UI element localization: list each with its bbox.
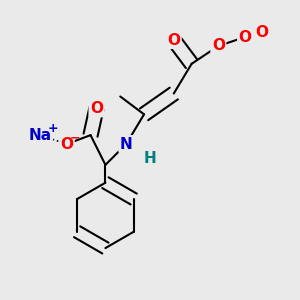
Text: +: + — [47, 122, 58, 135]
Text: O: O — [238, 30, 252, 45]
Text: O: O — [167, 32, 180, 47]
Text: O: O — [255, 25, 268, 40]
Text: Na: Na — [28, 128, 52, 142]
Text: N: N — [120, 136, 133, 152]
Text: O: O — [212, 38, 225, 53]
Text: O: O — [90, 101, 103, 116]
Text: O: O — [60, 136, 73, 152]
Text: H: H — [144, 152, 156, 166]
Text: −: − — [70, 131, 80, 144]
